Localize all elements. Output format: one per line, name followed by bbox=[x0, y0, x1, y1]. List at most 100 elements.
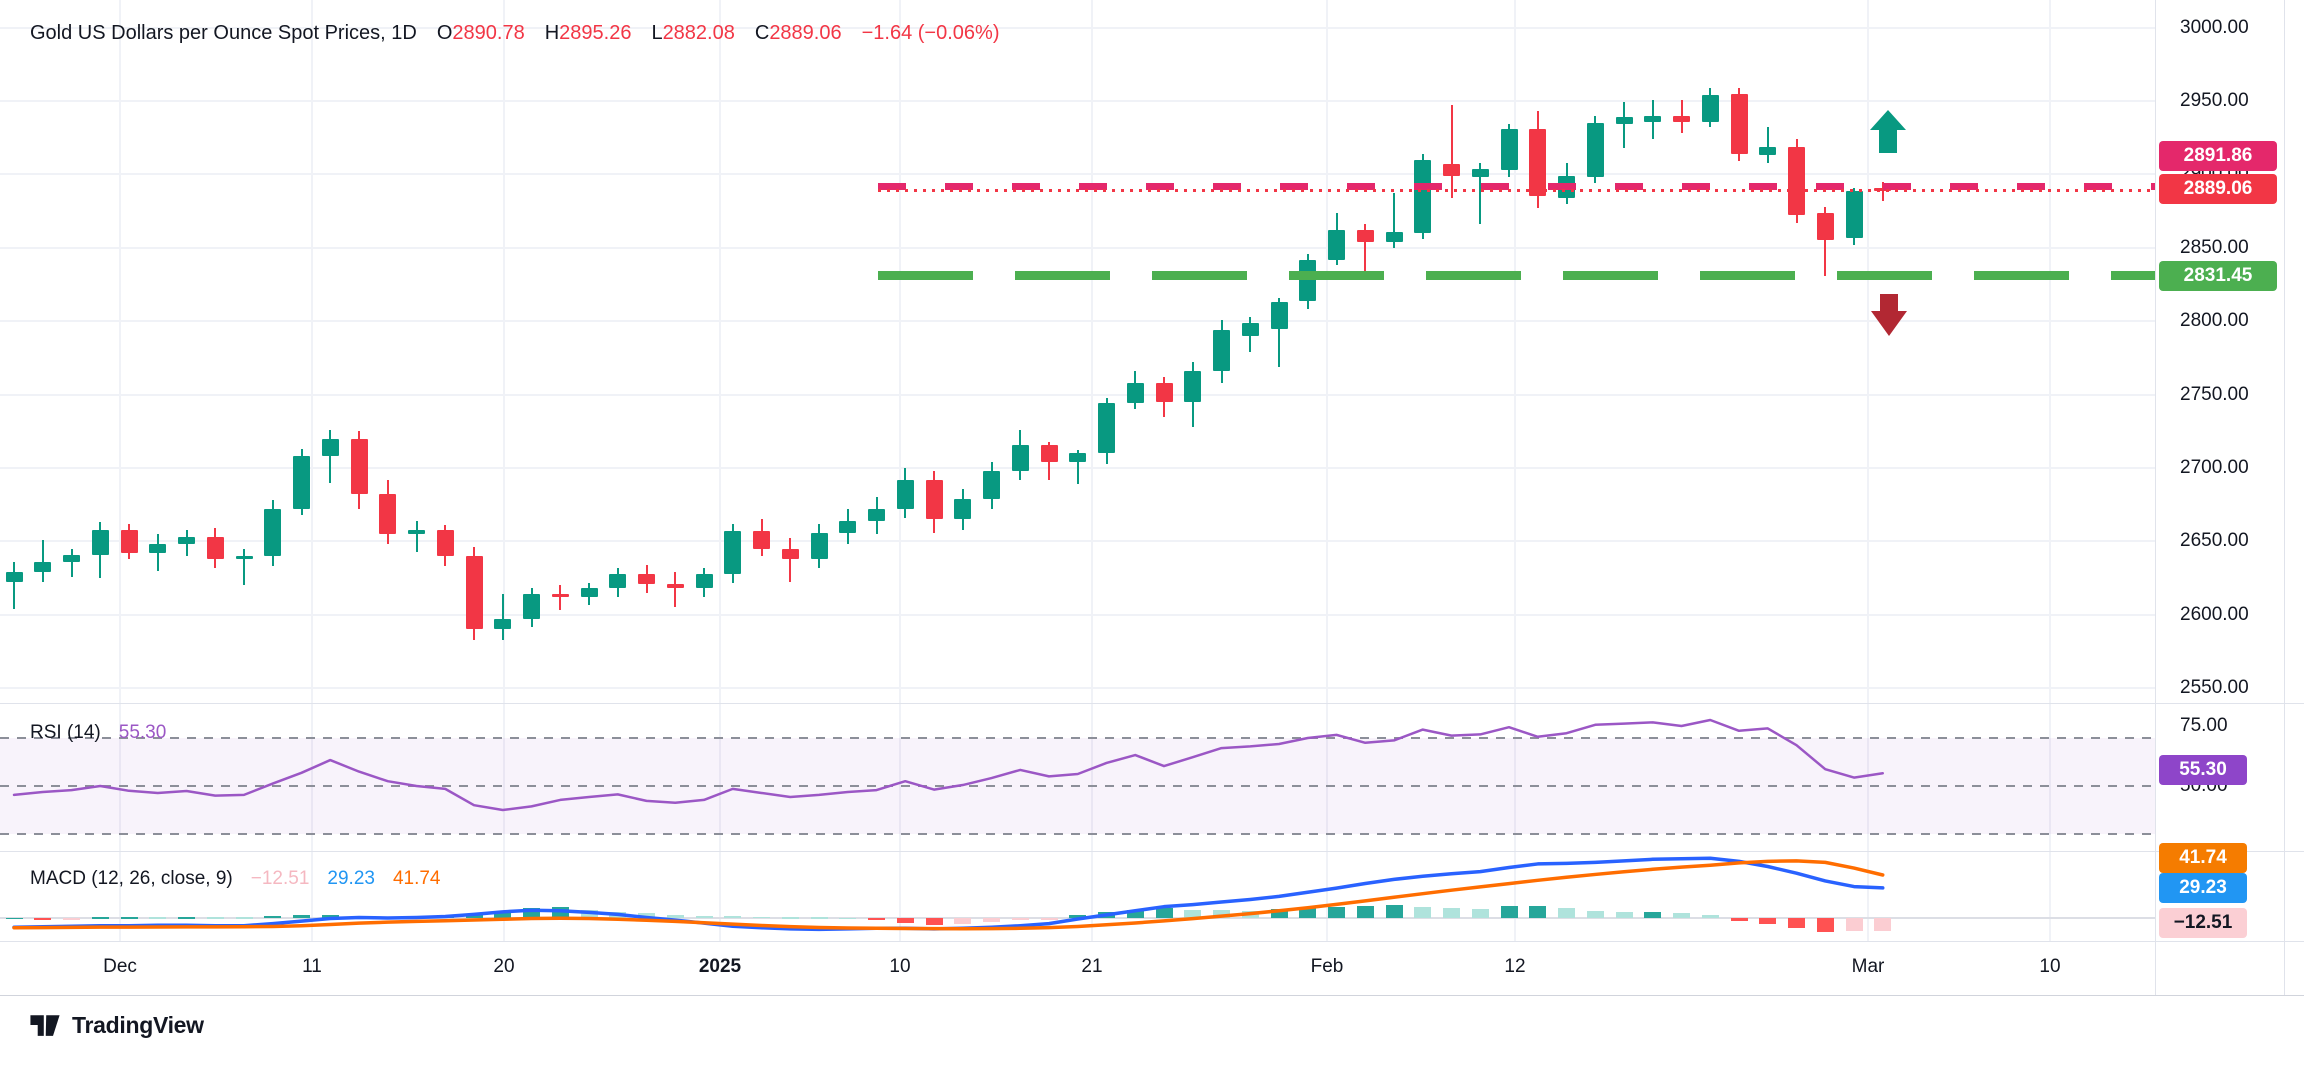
price-badge: 2891.86 bbox=[2159, 141, 2277, 171]
grid-line-v bbox=[503, 0, 505, 941]
time-axis-label: 21 bbox=[1081, 956, 1103, 977]
grid-line-v bbox=[1326, 0, 1328, 941]
support-line[interactable] bbox=[878, 270, 2155, 280]
candle-up bbox=[1845, 190, 1863, 238]
candle-wick bbox=[415, 520, 418, 552]
candle-up bbox=[1500, 128, 1518, 170]
candle-up bbox=[580, 588, 598, 598]
time-axis-label: Dec bbox=[103, 956, 137, 977]
candle-down bbox=[436, 529, 454, 557]
candle-up bbox=[839, 520, 857, 533]
price-tick-label: 2600.00 bbox=[2180, 603, 2249, 625]
macd-badge: 41.74 bbox=[2159, 843, 2247, 873]
grid-line-v bbox=[2049, 0, 2051, 941]
candle-up bbox=[1615, 117, 1633, 125]
candle-wick bbox=[559, 585, 562, 611]
candle-up bbox=[1184, 371, 1202, 402]
candle-up bbox=[1126, 382, 1144, 404]
rsi-label[interactable]: RSI (14) bbox=[30, 722, 101, 743]
candle-wick bbox=[674, 572, 677, 608]
candle-up bbox=[896, 479, 914, 510]
time-axis-label: 12 bbox=[1504, 956, 1526, 977]
candle-wick bbox=[501, 594, 504, 640]
candle-down bbox=[1040, 444, 1058, 463]
candle-up bbox=[178, 536, 195, 545]
macd-legend: MACD (12, 26, close, 9) −12.51 29.23 41.… bbox=[30, 868, 441, 890]
candle-down bbox=[1788, 146, 1805, 216]
candle-up bbox=[695, 573, 713, 589]
candle-wick bbox=[1076, 450, 1079, 485]
grid-line-v bbox=[311, 0, 313, 941]
open-value: O2890.78 bbox=[436, 22, 525, 44]
candle-down bbox=[781, 548, 799, 559]
candle-up bbox=[91, 529, 109, 555]
candle-down bbox=[379, 494, 397, 535]
price-tick-label: 2650.00 bbox=[2180, 530, 2249, 552]
pane-separator bbox=[0, 941, 2304, 942]
time-axis-label: 10 bbox=[889, 956, 911, 977]
pane-separator bbox=[0, 851, 2304, 852]
candle-down bbox=[206, 536, 224, 559]
time-axis-label: 10 bbox=[2039, 956, 2061, 977]
time-axis-label: 2025 bbox=[698, 956, 742, 977]
grid-line-v bbox=[119, 0, 121, 941]
candle-wick bbox=[1766, 127, 1769, 163]
macd-hist-value: −12.51 bbox=[250, 868, 310, 889]
candle-up bbox=[63, 554, 80, 562]
rsi-tick-label: 75.00 bbox=[2180, 715, 2228, 736]
tradingview-icon bbox=[30, 1015, 60, 1036]
rsi-badge: 55.30 bbox=[2159, 755, 2247, 785]
last-price-line[interactable] bbox=[878, 188, 2155, 192]
candle-up bbox=[810, 532, 828, 559]
up-arrow-icon[interactable] bbox=[1870, 110, 1906, 153]
down-arrow-icon[interactable] bbox=[1871, 294, 1907, 336]
candle-up bbox=[5, 572, 23, 583]
candle-up bbox=[1385, 231, 1403, 242]
chart-bottom-border bbox=[0, 995, 2304, 996]
time-axis[interactable] bbox=[0, 941, 2155, 995]
price-tick-label: 2850.00 bbox=[2180, 236, 2249, 258]
candle-up bbox=[1241, 322, 1259, 336]
macd-signal-value: 41.74 bbox=[392, 868, 441, 889]
grid-line-h bbox=[0, 100, 2155, 102]
candle-wick bbox=[789, 538, 792, 583]
candle-up bbox=[868, 509, 885, 521]
macd-label[interactable]: MACD (12, 26, close, 9) bbox=[30, 868, 233, 889]
grid-line-v bbox=[719, 0, 721, 941]
price-badge: 2889.06 bbox=[2159, 174, 2277, 204]
candle-down bbox=[1730, 93, 1748, 154]
grid-line-v bbox=[1091, 0, 1093, 941]
candle-up bbox=[954, 498, 972, 520]
time-axis-label: 11 bbox=[302, 956, 322, 977]
candle-down bbox=[120, 529, 138, 554]
symbol-title[interactable]: Gold US Dollars per Ounce Spot Prices, 1… bbox=[30, 22, 417, 44]
resistance-line[interactable] bbox=[878, 182, 2155, 190]
candle-up bbox=[523, 594, 540, 620]
close-value: C2889.06 bbox=[754, 22, 842, 44]
candle-down bbox=[1816, 212, 1834, 241]
candle-up bbox=[235, 556, 253, 559]
candle-up bbox=[1270, 302, 1288, 329]
candle-up bbox=[1644, 115, 1662, 122]
rsi-level-line bbox=[0, 833, 2155, 835]
candle-down bbox=[666, 583, 684, 589]
low-value: L2882.08 bbox=[651, 22, 735, 44]
candle-down bbox=[465, 556, 483, 630]
grid-line-v bbox=[899, 0, 901, 941]
price-tick-label: 2750.00 bbox=[2180, 383, 2249, 405]
candle-down bbox=[1673, 115, 1690, 122]
time-axis-label: Feb bbox=[1310, 956, 1344, 977]
change-value: −1.64 (−0.06%) bbox=[861, 22, 1000, 44]
grid-line-h bbox=[0, 540, 2155, 543]
candle-up bbox=[1471, 168, 1489, 178]
macd-badge: 29.23 bbox=[2159, 873, 2247, 903]
candle-down bbox=[1155, 382, 1173, 402]
candle-up bbox=[609, 573, 627, 589]
price-tick-label: 3000.00 bbox=[2180, 16, 2249, 38]
candle-wick bbox=[13, 561, 15, 609]
candle-down bbox=[1356, 230, 1374, 242]
grid-line-h bbox=[0, 687, 2155, 690]
high-value: H2895.26 bbox=[544, 22, 632, 44]
tradingview-logo[interactable]: TradingView bbox=[28, 1008, 204, 1042]
time-axis-label: Mar bbox=[1851, 956, 1885, 977]
